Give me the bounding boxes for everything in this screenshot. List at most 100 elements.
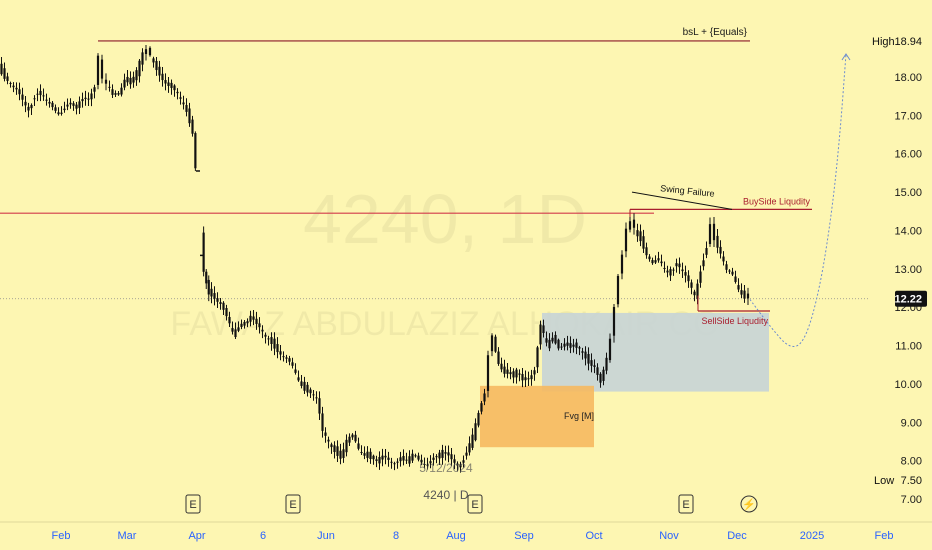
candle-body [716, 235, 719, 248]
candle-body [509, 372, 512, 375]
candle-body [267, 338, 270, 340]
candle [527, 371, 530, 387]
flash-event-icon[interactable]: ⚡ [740, 495, 758, 513]
candle [624, 222, 628, 258]
candle-body [249, 315, 252, 322]
candle [57, 107, 60, 116]
candle [191, 115, 194, 137]
candle [581, 347, 584, 360]
candle-body [321, 413, 324, 431]
candle-body [148, 47, 152, 56]
y-tick-label: 17.00 [894, 110, 922, 122]
candle [408, 450, 411, 467]
candle-body [126, 76, 129, 83]
candle [429, 455, 432, 469]
earnings-event-icon[interactable]: E [285, 494, 301, 514]
candle [533, 366, 536, 381]
candle-body [402, 456, 405, 461]
candle [9, 81, 12, 88]
candle-body [731, 271, 734, 275]
candle-body [581, 351, 584, 353]
candle [27, 102, 30, 118]
candle [515, 367, 518, 384]
candle [725, 260, 728, 274]
candle-body [300, 381, 303, 386]
candle-body [539, 324, 542, 345]
candle [96, 53, 100, 90]
earnings-event-box [467, 494, 483, 514]
candle-body [303, 381, 306, 391]
candle [494, 334, 497, 353]
candle [366, 446, 369, 463]
candle-body [438, 452, 441, 459]
candle-body [366, 451, 369, 458]
candle [563, 338, 566, 351]
y-tick-label: 16.00 [894, 149, 922, 161]
candle [483, 388, 486, 406]
candle [699, 265, 702, 288]
candle-body [536, 347, 539, 368]
candle-body [39, 90, 42, 96]
candle [596, 363, 599, 381]
candle-body [273, 338, 276, 349]
candle [161, 66, 164, 87]
candle [90, 88, 93, 107]
candle-body [129, 77, 132, 85]
candle [702, 253, 705, 271]
candle [164, 73, 167, 91]
y-tick-label: 18.00 [894, 72, 922, 84]
candle [399, 451, 402, 467]
candle [33, 95, 36, 107]
candle-body [599, 373, 602, 383]
candle-body [179, 97, 182, 99]
candle [240, 319, 243, 330]
candle [545, 331, 548, 347]
candle-body [435, 456, 438, 458]
x-tick-label: Jun [317, 530, 335, 542]
candle-body [551, 337, 554, 342]
candle-body [587, 354, 590, 364]
candle [459, 461, 462, 473]
candle [324, 427, 327, 443]
candle [369, 448, 372, 464]
event-label: E [189, 499, 196, 511]
candle-body [687, 275, 690, 282]
candle [602, 366, 605, 386]
candle-body [503, 366, 506, 374]
candle [213, 286, 216, 306]
earnings-event-icon[interactable]: E [467, 494, 483, 514]
candle [450, 447, 453, 466]
candle [612, 304, 616, 343]
candle [468, 436, 471, 456]
earnings-event-icon[interactable]: E [185, 494, 201, 514]
y-tick-label: 13.00 [894, 264, 922, 276]
candle [599, 372, 602, 388]
earnings-event-icon[interactable]: E [678, 494, 694, 514]
candle-body [90, 93, 93, 100]
x-tick-label: Mar [118, 530, 137, 542]
candle-body [533, 370, 536, 375]
candle-body [243, 321, 246, 326]
candle-body [620, 254, 624, 274]
earnings-event-box [285, 494, 301, 514]
candle [506, 362, 509, 379]
candle [202, 226, 205, 277]
candle [205, 269, 208, 290]
projection-path [749, 53, 847, 348]
candle-body [408, 456, 411, 464]
low-value: 7.50 [901, 475, 922, 487]
candle [387, 451, 390, 467]
candle-body [24, 101, 27, 106]
candle-body [746, 293, 750, 299]
candle [608, 333, 612, 363]
candle [474, 418, 477, 442]
candle-body [722, 256, 725, 262]
candle [104, 73, 108, 91]
candle [243, 319, 246, 329]
candle-body [542, 325, 545, 334]
candle-body [369, 451, 372, 459]
candle-body [252, 316, 255, 320]
candle [354, 430, 357, 443]
